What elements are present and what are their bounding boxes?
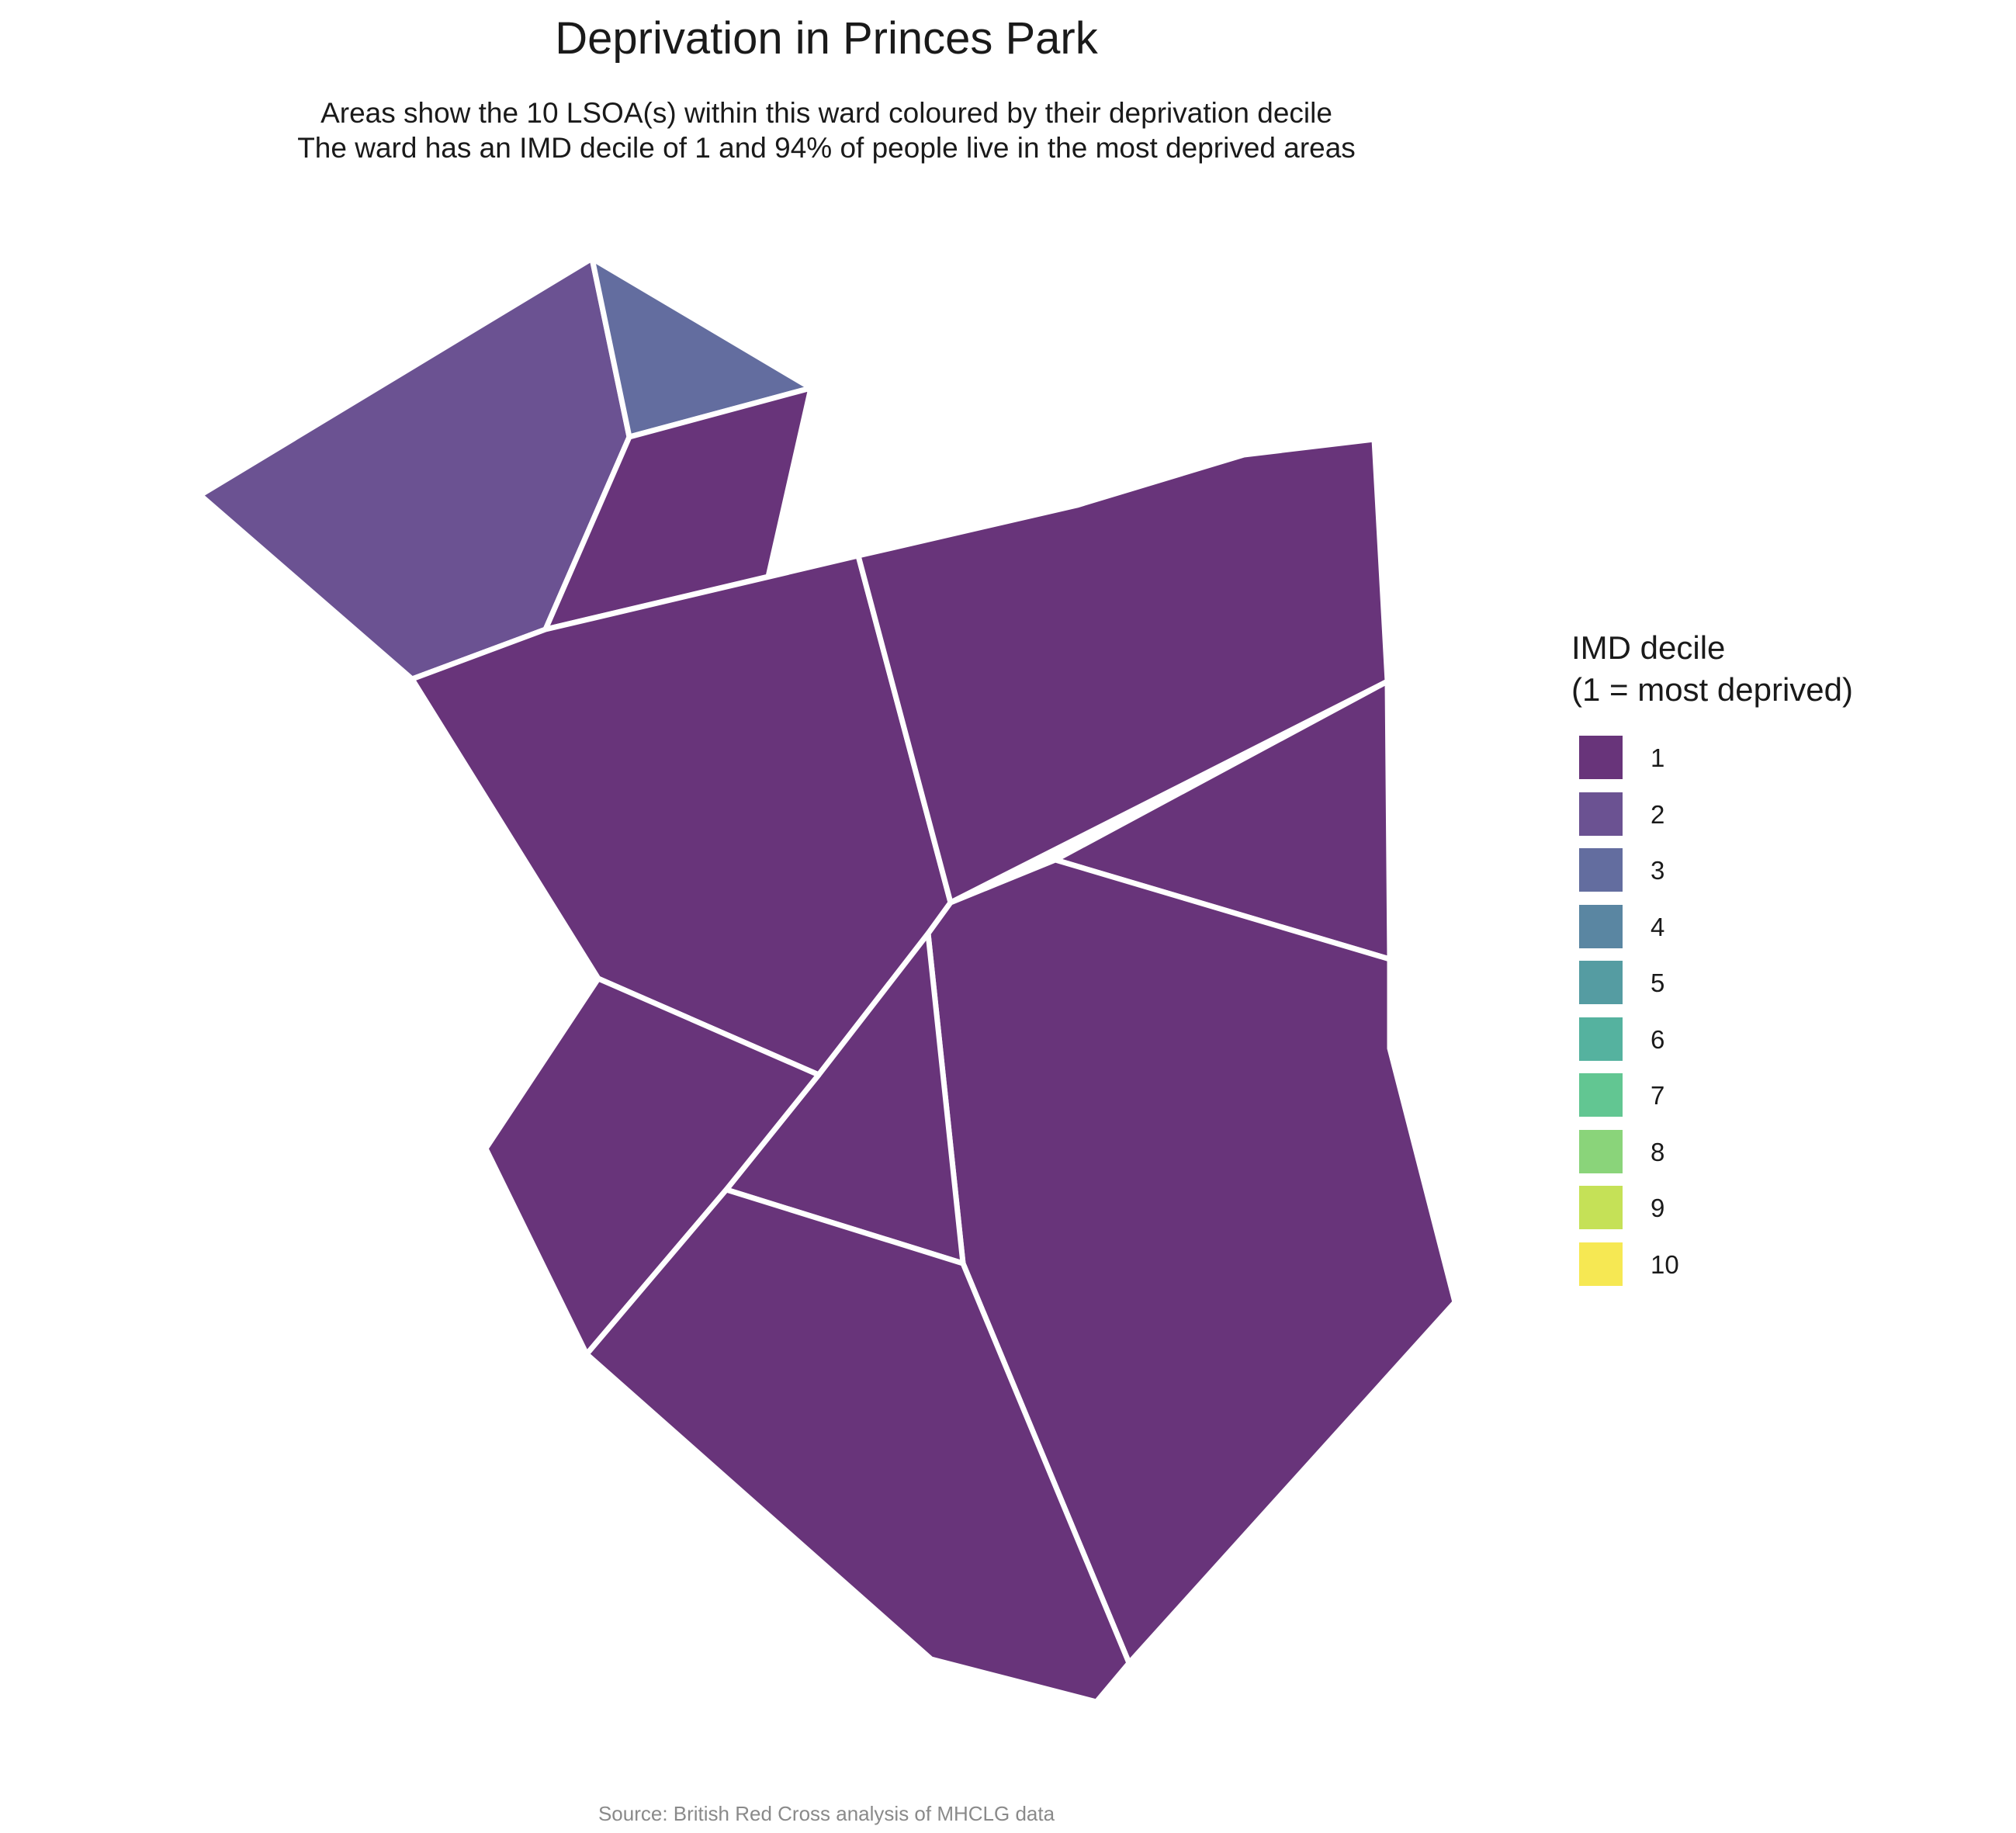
legend-swatch	[1579, 961, 1623, 1004]
legend-label: 6	[1651, 1025, 1665, 1054]
ward-map	[200, 258, 1455, 1705]
legend-swatch	[1579, 1130, 1623, 1173]
legend-label: 8	[1651, 1138, 1665, 1166]
legend-swatch	[1579, 792, 1623, 836]
legend-title: IMD decile (1 = most deprived)	[1571, 627, 1853, 711]
legend-swatch	[1579, 905, 1623, 948]
legend-label: 4	[1651, 913, 1665, 941]
subtitle-line-1: Areas show the 10 LSOA(s) within this wa…	[320, 97, 1332, 129]
legend-label: 2	[1651, 800, 1665, 829]
legend-label: 5	[1651, 968, 1665, 997]
legend-swatch	[1579, 1073, 1623, 1117]
lsoa-area[interactable]	[584, 1187, 1132, 1705]
legend-label: 3	[1651, 856, 1665, 885]
legend-swatch	[1579, 1242, 1623, 1286]
legend-label: 10	[1651, 1250, 1679, 1279]
legend-swatch	[1579, 1017, 1623, 1061]
subtitle-line-2: The ward has an IMD decile of 1 and 94% …	[297, 132, 1356, 164]
legend-swatch	[1579, 736, 1623, 779]
source-caption: Source: British Red Cross analysis of MH…	[598, 1802, 1055, 1825]
page-title: Deprivation in Princes Park	[555, 13, 1098, 64]
legend-swatch	[1579, 1186, 1623, 1229]
legend-title-line-2: (1 = most deprived)	[1571, 671, 1853, 708]
legend-title-line-1: IMD decile	[1571, 629, 1726, 666]
legend-label: 7	[1651, 1081, 1665, 1110]
legend-label: 9	[1651, 1194, 1665, 1222]
legend-swatch	[1579, 848, 1623, 892]
legend-label: 1	[1651, 743, 1665, 772]
